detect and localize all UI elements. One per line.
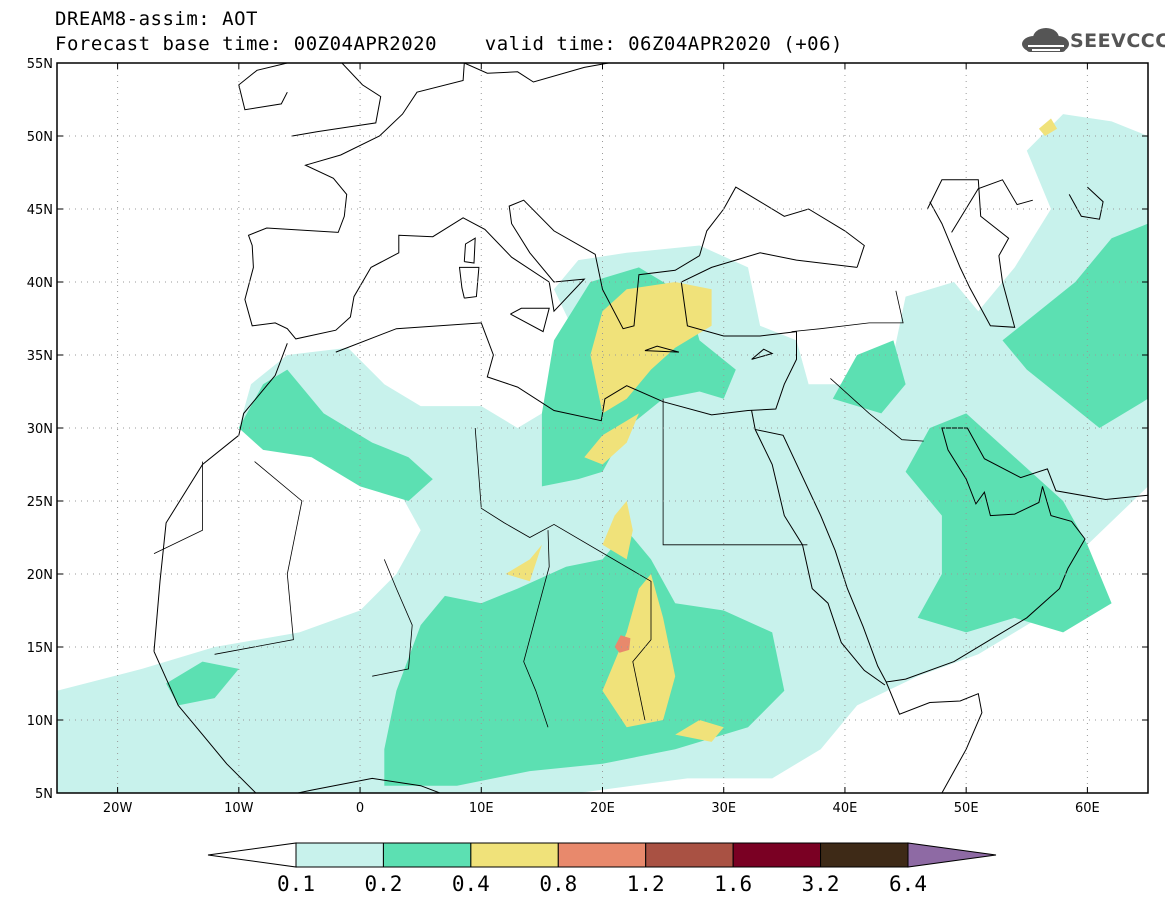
lat-tick-label: 35N — [27, 349, 53, 364]
aot-contour — [584, 413, 639, 465]
colorbar-label: 1.2 — [627, 872, 665, 896]
coastline — [464, 63, 609, 83]
country-border — [372, 559, 413, 677]
logo-text: SEEVCCC — [1070, 30, 1165, 52]
coastline — [951, 179, 1033, 233]
lat-tick-label: 40N — [27, 276, 53, 291]
aot-contour — [238, 369, 433, 501]
aot-contour — [384, 530, 785, 786]
coastline — [463, 237, 476, 264]
lon-tick-label: 50E — [954, 801, 979, 816]
aot-contour — [1038, 118, 1058, 136]
lat-tick-label: 45N — [27, 203, 53, 218]
coastline — [754, 429, 886, 686]
lon-tick-label: 40E — [833, 801, 858, 816]
aot-contour — [602, 501, 633, 560]
lon-tick-label: 60E — [1075, 801, 1100, 816]
aot-contour — [614, 635, 631, 653]
country-border — [153, 461, 203, 554]
coastline — [244, 63, 700, 340]
lat-tick-label: 25N — [27, 495, 53, 510]
lat-tick-label: 5N — [35, 787, 53, 802]
coastlines — [153, 63, 1148, 793]
colorbar-low-triangle — [207, 842, 297, 868]
colorbar-high-triangle — [907, 842, 997, 868]
colorbar-label: 0.1 — [277, 872, 315, 896]
lat-tick-label: 15N — [27, 641, 53, 656]
colorbar-label: 3.2 — [802, 872, 840, 896]
colorbar-label: 0.4 — [452, 872, 490, 896]
lon-tick-label: 30E — [711, 801, 736, 816]
coastline — [238, 63, 288, 111]
aot-contour — [1002, 223, 1148, 428]
lon-tick-label: 0 — [356, 801, 364, 816]
axis-ticks: 20W 10W 0 10E 20E 30E 40E 50E 60E 5N 10N 15N 20N 25N 3… — [27, 57, 1148, 816]
country-border — [474, 427, 652, 721]
lat-tick-label: 20N — [27, 568, 53, 583]
coastline — [751, 410, 1148, 683]
lat-tick-label: 55N — [27, 57, 53, 72]
coastline — [644, 345, 680, 353]
colorbar-label: 1.6 — [714, 872, 752, 896]
lon-tick-label: 10E — [469, 801, 494, 816]
coastline — [153, 651, 442, 793]
aot-contour — [602, 574, 676, 728]
aot-contour — [675, 720, 724, 742]
coastline — [699, 186, 865, 268]
colorbar-label: 6.4 — [889, 872, 927, 896]
colorbar-box — [470, 842, 559, 868]
colorbar-box — [645, 842, 734, 868]
coastline — [751, 348, 774, 360]
colorbar-boxes — [207, 842, 997, 868]
coastline — [926, 179, 1016, 328]
colorbar-box — [557, 842, 647, 868]
colorbar-box — [382, 842, 472, 868]
aot-contour — [832, 340, 906, 414]
coastline — [885, 681, 983, 793]
colorbar-box — [295, 842, 384, 868]
aot-contour — [905, 413, 1112, 633]
cloud-logo-icon — [1022, 28, 1069, 52]
lon-tick-label: 20W — [103, 801, 133, 816]
country-border — [214, 461, 303, 655]
lon-tick-label: 10W — [224, 801, 254, 816]
country-border — [791, 290, 904, 332]
coastline — [335, 322, 797, 422]
colorbar-box — [732, 842, 822, 868]
aot-contour — [590, 282, 712, 414]
country-border — [523, 530, 550, 728]
lon-tick-label: 20E — [590, 801, 615, 816]
map-subtitle: Forecast base time: 00Z04APR2020 valid t… — [55, 33, 843, 55]
colorbar-label: 0.2 — [364, 872, 402, 896]
map-title: DREAM8-assim: AOT — [55, 8, 258, 30]
colorbar-box — [820, 842, 909, 868]
country-border — [830, 378, 924, 442]
lat-tick-label: 50N — [27, 130, 53, 145]
colorbar-label: 0.8 — [539, 872, 577, 896]
aot-contour — [505, 544, 542, 582]
lat-tick-label: 30N — [27, 422, 53, 437]
colorbar-labels: 0.1 0.2 0.4 0.8 1.2 1.6 3.2 6.4 — [277, 872, 927, 896]
coastline — [292, 63, 382, 137]
coastline — [458, 266, 480, 299]
map-panel: 20W 10W 0 10E 20E 30E 40E 50E 60E 5N 10N 15N 20N 25N 3… — [27, 57, 1149, 816]
aot-contour — [166, 661, 239, 706]
coastline — [153, 343, 288, 652]
lat-tick-label: 10N — [27, 714, 53, 729]
coastline — [510, 307, 550, 333]
country-border — [662, 398, 808, 546]
